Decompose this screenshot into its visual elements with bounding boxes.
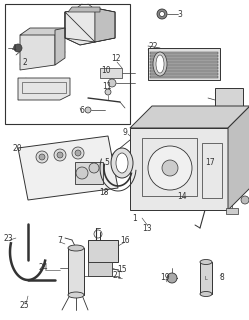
Text: 10: 10 <box>101 66 111 75</box>
Bar <box>5 4 130 124</box>
Text: 6: 6 <box>80 106 84 115</box>
Circle shape <box>72 147 84 159</box>
Circle shape <box>36 151 48 163</box>
Bar <box>150 76 218 78</box>
Text: 1: 1 <box>133 213 137 222</box>
Polygon shape <box>20 28 65 35</box>
Bar <box>148 48 220 80</box>
Polygon shape <box>65 8 95 45</box>
Bar <box>226 208 238 214</box>
Circle shape <box>75 150 81 156</box>
Text: 15: 15 <box>117 266 127 275</box>
Text: 9: 9 <box>123 127 127 137</box>
Bar <box>88 262 112 276</box>
Ellipse shape <box>200 292 212 297</box>
Text: 16: 16 <box>120 236 130 244</box>
Text: 14: 14 <box>177 191 187 201</box>
Ellipse shape <box>68 292 84 298</box>
Polygon shape <box>18 136 118 200</box>
Circle shape <box>54 149 66 161</box>
Bar <box>150 70 218 72</box>
Text: 7: 7 <box>58 236 62 244</box>
Circle shape <box>57 152 63 158</box>
Bar <box>150 73 218 75</box>
Circle shape <box>162 160 178 176</box>
Text: 23: 23 <box>3 234 13 243</box>
Text: 20: 20 <box>12 143 22 153</box>
Circle shape <box>89 163 99 173</box>
Bar <box>75 162 103 184</box>
Circle shape <box>105 89 111 95</box>
Ellipse shape <box>111 148 133 178</box>
Text: 5: 5 <box>105 157 110 166</box>
Polygon shape <box>228 106 249 210</box>
Text: 25: 25 <box>19 300 29 309</box>
Text: 22: 22 <box>148 42 158 51</box>
Circle shape <box>76 167 88 179</box>
Polygon shape <box>18 78 70 100</box>
Circle shape <box>157 9 167 19</box>
Text: 4: 4 <box>11 44 16 52</box>
Text: 2: 2 <box>23 58 27 67</box>
Bar <box>150 67 218 69</box>
Polygon shape <box>55 28 65 65</box>
Polygon shape <box>65 8 115 42</box>
Text: 18: 18 <box>99 188 109 196</box>
Bar <box>200 262 212 294</box>
Circle shape <box>39 154 45 160</box>
Polygon shape <box>130 106 249 128</box>
Bar <box>142 138 197 196</box>
Polygon shape <box>130 128 228 210</box>
Text: 21: 21 <box>112 271 122 281</box>
Bar <box>150 52 218 54</box>
Text: 17: 17 <box>205 157 215 166</box>
Bar <box>150 55 218 57</box>
Ellipse shape <box>200 260 212 265</box>
Circle shape <box>148 146 192 190</box>
Text: 3: 3 <box>178 10 183 19</box>
Circle shape <box>241 196 249 204</box>
Text: 12: 12 <box>111 53 121 62</box>
Circle shape <box>108 79 116 87</box>
Bar <box>215 88 243 128</box>
Bar <box>202 143 222 198</box>
Circle shape <box>160 12 165 17</box>
Text: 19: 19 <box>160 274 170 283</box>
Text: 11: 11 <box>102 82 112 91</box>
Bar <box>150 58 218 60</box>
Polygon shape <box>68 248 84 295</box>
Bar <box>100 68 122 78</box>
Ellipse shape <box>156 55 164 73</box>
Bar <box>150 61 218 63</box>
Bar <box>88 240 118 262</box>
Ellipse shape <box>116 153 128 173</box>
Polygon shape <box>95 8 115 42</box>
Circle shape <box>167 273 177 283</box>
Circle shape <box>14 44 22 52</box>
Circle shape <box>85 107 91 113</box>
Polygon shape <box>68 7 100 12</box>
Text: 13: 13 <box>142 223 152 233</box>
Text: 24: 24 <box>38 263 48 273</box>
Text: 8: 8 <box>220 274 224 283</box>
Ellipse shape <box>68 245 84 251</box>
Ellipse shape <box>153 52 167 76</box>
Text: L: L <box>205 276 207 281</box>
Polygon shape <box>20 30 55 70</box>
Bar <box>150 64 218 66</box>
